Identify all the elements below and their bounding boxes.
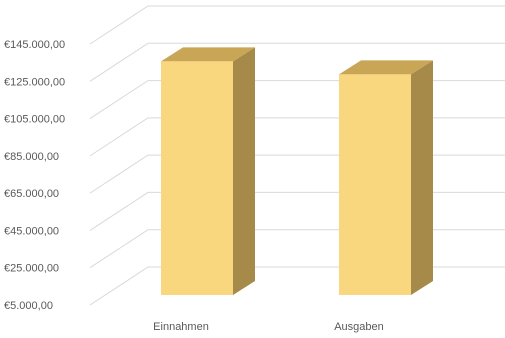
y-tick-label: €65.000,00 bbox=[4, 188, 59, 200]
bars bbox=[161, 47, 433, 296]
y-tick-label: €5.000,00 bbox=[4, 300, 53, 312]
gridline bbox=[89, 229, 505, 269]
y-tick-label: €105.000,00 bbox=[4, 114, 65, 126]
bar-top-face bbox=[339, 60, 433, 75]
bar bbox=[161, 47, 255, 296]
y-tick-label: €85.000,00 bbox=[4, 151, 59, 163]
gridline bbox=[89, 117, 505, 157]
bar-front-face bbox=[339, 74, 411, 295]
x-category-label: Ausgaben bbox=[334, 321, 384, 333]
gridline bbox=[89, 191, 505, 231]
gridlines bbox=[89, 5, 505, 306]
x-axis-category-labels: Einnahmen Ausgaben bbox=[153, 321, 384, 333]
gridline bbox=[89, 42, 505, 82]
y-tick-label: €125.000,00 bbox=[4, 76, 65, 88]
bar bbox=[339, 60, 433, 295]
y-tick-label: €25.000,00 bbox=[4, 263, 59, 275]
y-axis-tick-labels: €5.000,00 €25.000,00 €45.000,00 €65.000,00 €… bbox=[4, 39, 65, 312]
gridline bbox=[89, 154, 505, 194]
bar-side-face bbox=[411, 60, 433, 295]
bar-side-face bbox=[233, 47, 255, 296]
gridline bbox=[89, 80, 505, 119]
x-category-label: Einnahmen bbox=[153, 321, 209, 333]
bar-front-face bbox=[161, 61, 233, 296]
y-tick-label: €145.000,00 bbox=[4, 39, 65, 51]
bar-top-face bbox=[161, 47, 255, 62]
gridline bbox=[89, 5, 505, 45]
gridline bbox=[89, 266, 505, 306]
y-tick-label: €45.000,00 bbox=[4, 225, 59, 237]
